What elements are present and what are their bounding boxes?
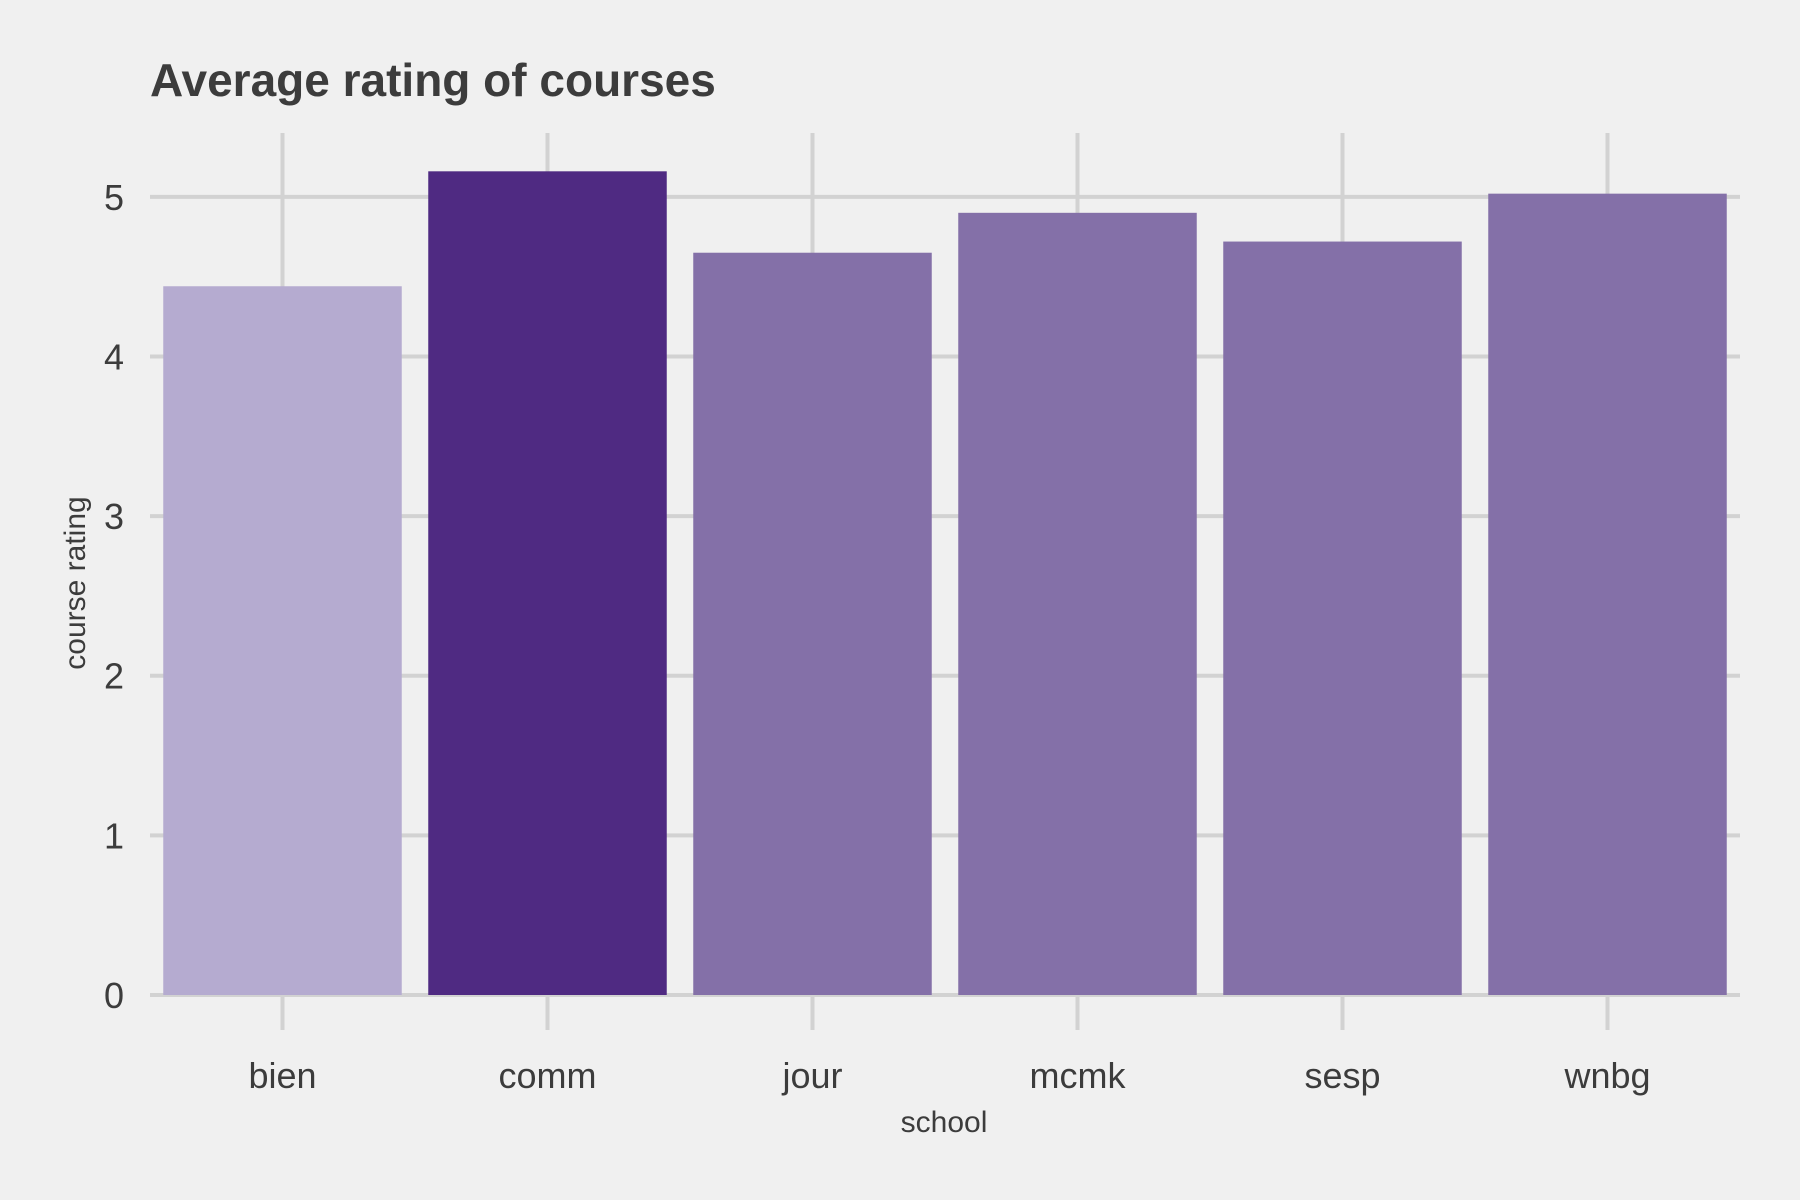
- x-tick-label: sesp: [1304, 1055, 1380, 1096]
- x-axis-ticks: bien comm jour mcmk sesp wnbg: [248, 1055, 1650, 1096]
- bar-wnbg: [1488, 193, 1727, 996]
- bars: [163, 171, 1727, 996]
- y-tick-label: 5: [104, 177, 124, 218]
- y-tick-label: 0: [104, 975, 124, 1016]
- bar-sesp: [1223, 241, 1462, 995]
- x-tick-label: wnbg: [1563, 1055, 1650, 1096]
- y-axis-ticks: 0 1 2 3 4 5: [104, 177, 124, 1016]
- y-axis-title: course rating: [59, 496, 92, 669]
- x-tick-label: comm: [499, 1055, 597, 1096]
- bar-comm: [428, 171, 667, 996]
- y-tick-label: 3: [104, 496, 124, 537]
- x-tick-label: mcmk: [1030, 1055, 1127, 1096]
- y-tick-label: 1: [104, 815, 124, 856]
- x-tick-label: bien: [248, 1055, 316, 1096]
- y-tick-label: 4: [104, 336, 124, 377]
- chart-title: Average rating of courses: [150, 54, 716, 106]
- y-tick-label: 2: [104, 656, 124, 697]
- x-tick-label: jour: [781, 1055, 842, 1096]
- bar-bien: [163, 286, 402, 995]
- bar-mcmk: [958, 212, 1197, 995]
- bar-jour: [693, 252, 932, 995]
- x-axis-title: school: [901, 1106, 988, 1139]
